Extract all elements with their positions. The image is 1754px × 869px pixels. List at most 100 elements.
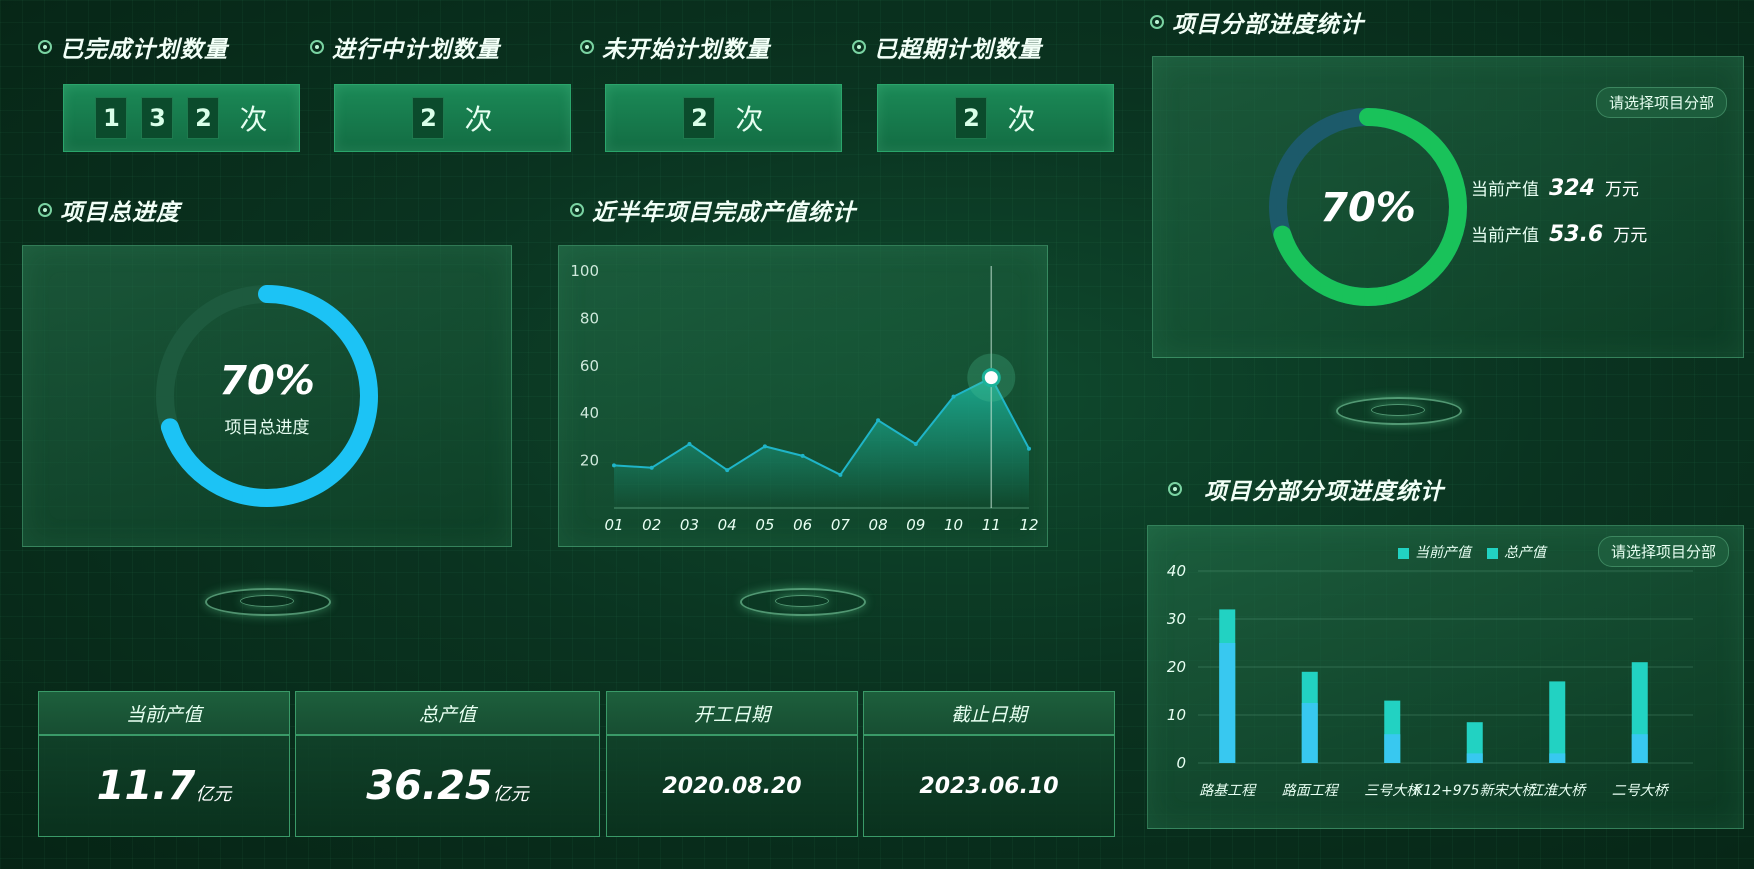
counter-unit: 次 — [464, 103, 493, 136]
bullet-icon — [570, 203, 584, 217]
data-point — [1027, 446, 1031, 451]
info-card-value: 36.25 — [366, 763, 493, 809]
info-card-body: 2020.08.20 — [606, 735, 858, 837]
data-point — [838, 472, 843, 477]
x-tick-label: 三号大桥 — [1364, 783, 1422, 799]
pedestal-ring — [775, 595, 829, 607]
branch-progress-percent: 70% — [1320, 185, 1416, 231]
bar-current — [1384, 734, 1401, 763]
x-tick-label: 路基工程 — [1199, 783, 1257, 799]
bullet-icon — [38, 40, 52, 54]
pedestal-ring — [1336, 397, 1462, 425]
branch-progress-title: 项目分部进度统计 — [1150, 5, 1364, 39]
bar-total — [1549, 681, 1566, 763]
info-card-start-date: 开工日期 2020.08.20 — [606, 691, 858, 837]
branch-value-unit: 万元 — [1604, 180, 1639, 200]
counter-digit: 2 — [955, 97, 988, 139]
bullet-icon — [310, 40, 324, 54]
info-card-label: 当前产值 — [38, 691, 290, 735]
y-tick-label: 80 — [580, 309, 599, 327]
data-point — [913, 442, 918, 447]
bullet-icon — [1168, 482, 1182, 496]
info-card-body: 2023.06.10 — [863, 735, 1115, 837]
total-progress-panel: 70% 项目总进度 — [22, 245, 512, 547]
total-progress-label: 项目总进度 — [224, 418, 310, 438]
info-card-value: 2023.06.10 — [919, 773, 1059, 799]
info-card-end-date: 截止日期 2023.06.10 — [863, 691, 1115, 837]
counter-title-overdue: 已超期计划数量 — [852, 30, 1042, 64]
y-tick-label: 20 — [580, 452, 599, 470]
counter-box-in-progress: 2 次 — [334, 84, 571, 152]
counter-digit: 1 — [95, 97, 128, 139]
x-tick-label: 03 — [680, 516, 699, 534]
info-card-body: 36.25 亿元 — [295, 735, 600, 837]
ring-progress-arc — [1269, 108, 1467, 306]
info-card-label: 截止日期 — [863, 691, 1115, 735]
pedestal-ring — [740, 588, 866, 616]
highlight-point[interactable] — [981, 368, 1001, 388]
legend-swatch-current — [1398, 547, 1409, 559]
info-card-label: 开工日期 — [606, 691, 858, 735]
data-point — [649, 465, 654, 470]
branch-value-label: 当前产值 — [1471, 180, 1539, 200]
y-tick-label: 100 — [570, 262, 599, 280]
branch-select-dropdown[interactable]: 请选择项目分部 — [1595, 87, 1727, 118]
counter-title-not-started: 未开始计划数量 — [580, 30, 770, 64]
counter-box-not-started: 2 次 — [605, 84, 842, 152]
x-tick-label: K12+975新宋大桥 — [1414, 783, 1537, 799]
x-tick-label: 10 — [944, 516, 963, 534]
counter-title-in-progress: 进行中计划数量 — [310, 30, 500, 64]
pedestal-ring — [1371, 404, 1425, 416]
bar-current — [1466, 753, 1483, 763]
branch-value-row-2: 当前产值 53.6 万元 — [1471, 221, 1647, 247]
x-tick-label: 路面工程 — [1282, 783, 1340, 799]
ring-progress-arc — [156, 285, 378, 507]
legend-item-current: 当前产值 — [1398, 542, 1471, 562]
legend-item-total: 总产值 — [1487, 542, 1546, 562]
bar-current — [1219, 643, 1236, 763]
x-tick-label: 二号大桥 — [1612, 783, 1670, 799]
total-progress-ring — [156, 285, 378, 507]
bar-select-dropdown[interactable]: 请选择项目分部 — [1597, 536, 1729, 567]
y-tick-label: 40 — [580, 404, 599, 422]
counter-digit: 2 — [412, 97, 445, 139]
branch-value-label: 当前产值 — [1471, 226, 1539, 246]
bar-total — [1466, 722, 1483, 763]
x-tick-label: 江淮大桥 — [1529, 783, 1587, 799]
counter-digit: 2 — [187, 97, 220, 139]
line-chart-title: 近半年项目完成产值统计 — [570, 193, 856, 227]
y-tick-label: 30 — [1167, 610, 1186, 628]
bullet-icon — [580, 40, 594, 54]
counter-unit: 次 — [735, 103, 764, 136]
info-card-unit: 亿元 — [492, 784, 529, 805]
line-chart-panel: 20 40 60 80 100 01 02 03 04 05 06 07 08 09 10 11 12 — [558, 245, 1048, 547]
counter-box-completed: 1 3 2 次 — [63, 84, 300, 152]
info-card-total-value: 总产值 36.25 亿元 — [295, 691, 600, 837]
data-point — [876, 418, 881, 423]
data-point — [687, 442, 692, 447]
area-fill — [614, 377, 1029, 508]
branch-value-unit: 万元 — [1613, 226, 1648, 246]
x-tick-label: 02 — [642, 516, 661, 534]
data-point — [762, 444, 767, 449]
total-progress-percent: 70% — [219, 358, 315, 404]
data-point — [800, 453, 805, 458]
x-tick-label: 09 — [906, 516, 925, 534]
branch-progress-ring — [1269, 108, 1467, 306]
branch-value-row-1: 当前产值 324 万元 — [1471, 175, 1639, 201]
counter-digit: 3 — [141, 97, 174, 139]
counter-box-overdue: 2 次 — [877, 84, 1114, 152]
counter-unit: 次 — [1007, 103, 1036, 136]
total-progress-title: 项目总进度 — [38, 193, 180, 227]
branch-progress-panel: 请选择项目分部 70% 当前产值 324 万元 当前产值 53.6 万元 — [1152, 56, 1744, 358]
data-point — [951, 394, 956, 399]
bar-legend: 当前产值 总产值 — [1398, 542, 1546, 562]
bar-chart-title: 项目分部分项进度统计 — [1168, 472, 1444, 506]
info-card-current-value: 当前产值 11.7 亿元 — [38, 691, 290, 837]
bar-current — [1301, 703, 1318, 763]
x-tick-label: 05 — [755, 516, 774, 534]
info-card-label: 总产值 — [295, 691, 600, 735]
info-card-body: 11.7 亿元 — [38, 735, 290, 837]
x-tick-label: 12 — [1019, 516, 1038, 534]
